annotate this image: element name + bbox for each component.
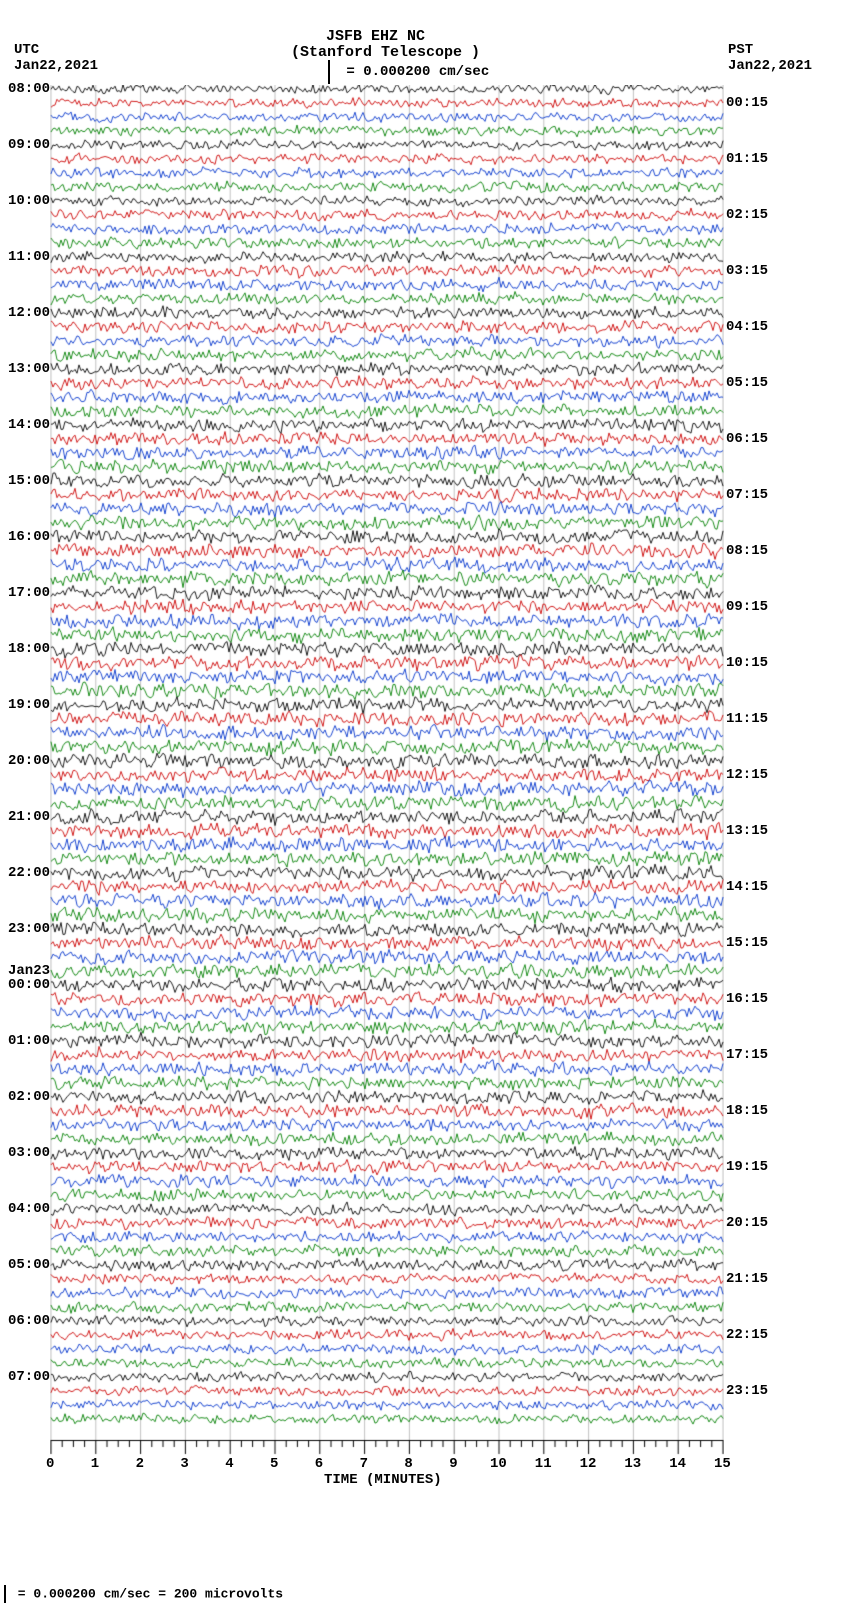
x-tick: 10 <box>490 1456 507 1472</box>
pst-hour-label: 20:15 <box>726 1215 768 1231</box>
utc-hour-label: 10:00 <box>8 193 50 209</box>
date-left: Jan22,2021 <box>14 58 98 74</box>
tz-left: UTC <box>14 42 39 58</box>
utc-hour-label: 22:00 <box>8 865 50 881</box>
utc-hour-label: 18:00 <box>8 641 50 657</box>
x-tick: 1 <box>91 1456 99 1472</box>
pst-hour-label: 04:15 <box>726 319 768 335</box>
x-tick: 7 <box>360 1456 368 1472</box>
station-subtitle: (Stanford Telescope ) <box>291 44 480 61</box>
x-tick: 13 <box>624 1456 641 1472</box>
x-tick: 5 <box>270 1456 278 1472</box>
utc-hour-label: 17:00 <box>8 585 50 601</box>
pst-hour-label: 14:15 <box>726 879 768 895</box>
utc-hour-label: 14:00 <box>8 417 50 433</box>
pst-hour-label: 23:15 <box>726 1383 768 1399</box>
utc-hour-label: 23:00 <box>8 921 50 937</box>
pst-hour-label: 11:15 <box>726 711 768 727</box>
utc-hour-label: 07:00 <box>8 1369 50 1385</box>
utc-hour-label: 05:00 <box>8 1257 50 1273</box>
pst-hour-label: 12:15 <box>726 767 768 783</box>
utc-hour-label: 20:00 <box>8 753 50 769</box>
x-tick: 2 <box>136 1456 144 1472</box>
x-tick: 4 <box>225 1456 233 1472</box>
x-tick: 12 <box>580 1456 597 1472</box>
pst-hour-label: 01:15 <box>726 151 768 167</box>
utc-hour-label: 15:00 <box>8 473 50 489</box>
utc-hour-label: 21:00 <box>8 809 50 825</box>
utc-hour-label: 08:00 <box>8 81 50 97</box>
pst-hour-label: 10:15 <box>726 655 768 671</box>
x-tick: 0 <box>46 1456 54 1472</box>
utc-hour-label: 04:00 <box>8 1201 50 1217</box>
utc-hour-label: 19:00 <box>8 697 50 713</box>
footer-text: = 0.000200 cm/sec = 200 microvolts <box>10 1586 283 1601</box>
pst-hour-label: 00:15 <box>726 95 768 111</box>
pst-hour-label: 22:15 <box>726 1327 768 1343</box>
utc-hour-label: 00:00 <box>8 977 50 993</box>
utc-hour-label: 11:00 <box>8 249 50 265</box>
pst-hour-label: 09:15 <box>726 599 768 615</box>
utc-hour-label: 01:00 <box>8 1033 50 1049</box>
pst-hour-label: 17:15 <box>726 1047 768 1063</box>
x-tick: 6 <box>315 1456 323 1472</box>
date-right: Jan22,2021 <box>728 58 812 74</box>
seismogram-canvas <box>50 85 724 1490</box>
utc-hour-label: 13:00 <box>8 361 50 377</box>
utc-hour-label: 12:00 <box>8 305 50 321</box>
x-tick: 8 <box>404 1456 412 1472</box>
footer-scale: = 0.000200 cm/sec = 200 microvolts <box>4 1585 283 1603</box>
rollover-date: Jan23 <box>8 963 50 979</box>
pst-hour-label: 06:15 <box>726 431 768 447</box>
pst-hour-label: 13:15 <box>726 823 768 839</box>
x-axis-label: TIME (MINUTES) <box>324 1472 442 1488</box>
pst-hour-label: 19:15 <box>726 1159 768 1175</box>
pst-hour-label: 21:15 <box>726 1271 768 1287</box>
pst-hour-label: 07:15 <box>726 487 768 503</box>
utc-hour-label: 06:00 <box>8 1313 50 1329</box>
tz-right: PST <box>728 42 753 58</box>
station-title: JSFB EHZ NC <box>326 28 425 45</box>
pst-hour-label: 05:15 <box>726 375 768 391</box>
x-tick: 3 <box>180 1456 188 1472</box>
pst-hour-label: 02:15 <box>726 207 768 223</box>
pst-hour-label: 15:15 <box>726 935 768 951</box>
pst-hour-label: 18:15 <box>726 1103 768 1119</box>
scale-bar <box>328 60 330 84</box>
scale-text: = 0.000200 cm/sec <box>338 64 489 80</box>
x-tick: 9 <box>449 1456 457 1472</box>
seismogram-page: JSFB EHZ NC (Stanford Telescope ) = 0.00… <box>0 0 850 1613</box>
x-tick: 15 <box>714 1456 731 1472</box>
utc-hour-label: 02:00 <box>8 1089 50 1105</box>
utc-hour-label: 09:00 <box>8 137 50 153</box>
x-tick: 14 <box>669 1456 686 1472</box>
pst-hour-label: 03:15 <box>726 263 768 279</box>
utc-hour-label: 16:00 <box>8 529 50 545</box>
utc-hour-label: 03:00 <box>8 1145 50 1161</box>
pst-hour-label: 08:15 <box>726 543 768 559</box>
x-tick: 11 <box>535 1456 552 1472</box>
pst-hour-label: 16:15 <box>726 991 768 1007</box>
